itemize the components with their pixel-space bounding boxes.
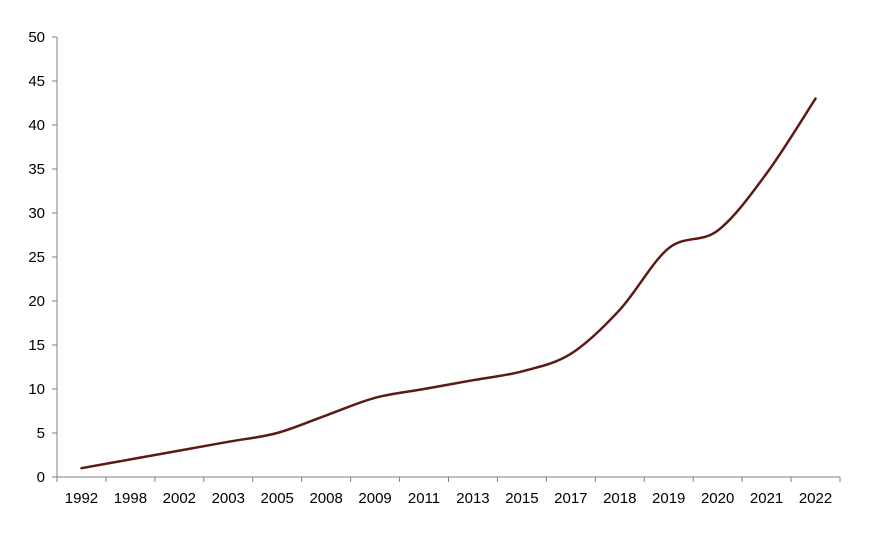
y-tick-label: 25 xyxy=(28,249,45,266)
x-tick-label: 2009 xyxy=(358,490,391,507)
x-tick-label: 2021 xyxy=(750,490,783,507)
x-tick-label: 2003 xyxy=(212,490,245,507)
y-tick-label: 20 xyxy=(28,293,45,310)
x-tick-label: 2015 xyxy=(505,490,538,507)
y-tick-label: 30 xyxy=(28,205,45,222)
x-axis-ticks: 1992 1998 2002 2003 2005 2008 2009 2011 2013 2015… xyxy=(56,477,841,507)
y-tick-label: 10 xyxy=(28,381,45,398)
x-tick-label: 1998 xyxy=(114,490,147,507)
series-line xyxy=(80,97,817,470)
x-tick-label: 2018 xyxy=(603,490,636,507)
x-tick-label: 2022 xyxy=(799,490,832,507)
x-tick-label: 2017 xyxy=(554,490,587,507)
x-tick-label: 2020 xyxy=(701,490,734,507)
y-tick-label: 35 xyxy=(28,161,45,178)
y-tick-label: 0 xyxy=(37,469,45,486)
y-tick-label: 5 xyxy=(37,425,45,442)
x-tick-label: 1992 xyxy=(65,490,98,507)
y-tick-label: 50 xyxy=(28,29,45,46)
y-tick-label: 15 xyxy=(28,337,45,354)
x-tick-label: 2011 xyxy=(408,490,440,507)
y-axis-ticks: 0 5 10 15 20 25 30 35 40 45 50 xyxy=(28,29,57,486)
x-tick-label: 2002 xyxy=(163,490,196,507)
y-tick-label: 40 xyxy=(28,117,45,134)
axes xyxy=(56,37,840,478)
x-tick-label: 2013 xyxy=(456,490,489,507)
y-tick-label: 45 xyxy=(28,73,45,90)
x-tick-label: 2019 xyxy=(652,490,685,507)
x-tick-label: 2008 xyxy=(309,490,342,507)
series-layer xyxy=(80,97,817,470)
x-tick-label: 2005 xyxy=(261,490,294,507)
